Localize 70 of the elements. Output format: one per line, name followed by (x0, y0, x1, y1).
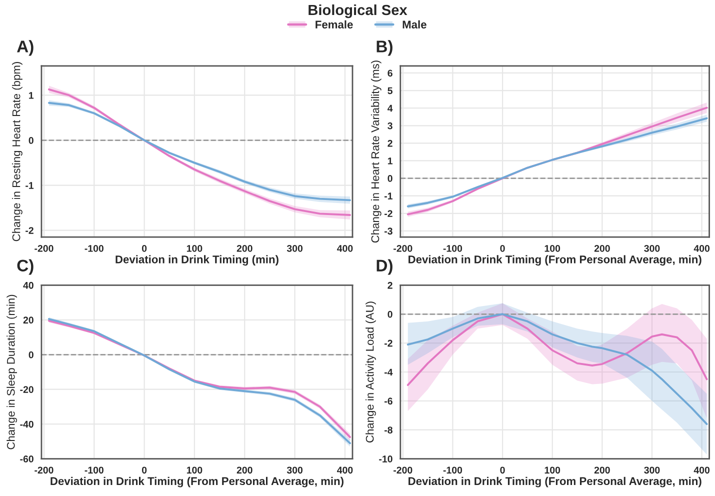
x-axis-title: Deviation in Drink Timing (From Personal Average, min) (408, 476, 702, 488)
y-tick-label: 1 (29, 92, 34, 99)
legend-label: Female (316, 20, 353, 28)
y-tick-label: -6 (384, 398, 392, 405)
legend-label: Male (402, 20, 426, 28)
x-tick-label: -100 (84, 466, 104, 474)
y-tick-label: -1 (26, 182, 34, 189)
x-tick-label: -200 (394, 466, 412, 474)
x-tick-label: 200 (594, 466, 610, 474)
y-tick-label: 0 (28, 137, 34, 144)
x-tick-label: 300 (286, 244, 303, 252)
x-tick-label: 200 (236, 466, 252, 474)
x-tick-label: -200 (394, 244, 412, 252)
y-tick-label: 0 (28, 351, 34, 358)
x-axis-title: Deviation in Drink Timing (min) (116, 255, 278, 266)
y-tick-label: -10 (379, 456, 392, 462)
x-tick-label: 400 (694, 244, 710, 252)
x-tick-label: 0 (142, 244, 147, 252)
y-tick-label: -2 (384, 210, 392, 217)
x-tick-label: -200 (34, 466, 54, 474)
x-tick-label: 200 (236, 244, 252, 252)
y-tick-label: -40 (20, 420, 34, 428)
y-tick-label: 0 (388, 175, 392, 182)
x-tick-label: 100 (186, 244, 202, 252)
legend-title: Biological Sex (308, 4, 408, 18)
x-tick-label: 300 (286, 466, 303, 474)
x-tick-label: 400 (337, 244, 353, 252)
x-tick-label: 100 (186, 466, 202, 474)
y-tick-label: 2 (388, 282, 392, 289)
y-tick-label: 3 (388, 122, 392, 130)
y-tick-label: -3 (384, 228, 392, 235)
chart-title: C) (17, 259, 34, 275)
y-tick-label: 6 (388, 70, 392, 77)
y-tick-label: 1 (388, 158, 392, 164)
x-axis-title: Deviation in Drink Timing (From Personal Average, min) (50, 476, 344, 488)
y-axis-title: Change in Resting Heart Rate (bpm) (12, 62, 22, 242)
x-tick-label: 0 (500, 244, 505, 252)
y-tick-label: -8 (384, 426, 392, 434)
x-tick-label: 0 (142, 466, 147, 474)
x-tick-label: -100 (84, 244, 104, 252)
y-tick-label: -2 (26, 227, 34, 234)
chart-title: A) (17, 40, 34, 56)
y-tick-label: -60 (20, 456, 34, 462)
x-tick-label: 300 (644, 244, 660, 252)
y-tick-label: 20 (23, 316, 34, 324)
x-tick-label: 400 (337, 466, 353, 474)
x-tick-label: -100 (443, 466, 462, 474)
y-tick-label: -2 (384, 340, 392, 347)
x-tick-label: 100 (544, 244, 560, 252)
x-tick-label: 300 (644, 466, 660, 474)
y-tick-label: 2 (388, 140, 392, 147)
y-tick-label: 40 (23, 282, 34, 289)
x-tick-label: 100 (544, 466, 560, 474)
y-tick-label: 4 (388, 104, 393, 112)
y-axis-title: Change in Heart Rate Variability (ms) (370, 60, 382, 243)
y-axis-title: Change in Sleep Duration (min) (6, 294, 18, 450)
y-tick-label: -4 (384, 368, 393, 376)
y-tick-label: 5 (388, 87, 392, 94)
x-tick-label: 400 (694, 466, 710, 474)
y-axis-title: Change in Activity Load (AU) (366, 302, 376, 442)
x-tick-label: -100 (443, 244, 462, 252)
y-tick-label: -20 (20, 386, 34, 393)
x-tick-label: 0 (500, 466, 505, 474)
x-tick-label: -200 (34, 244, 54, 252)
x-axis-title: Deviation in Drink Timing (From Personal Average, min) (408, 255, 702, 266)
x-tick-label: 200 (594, 244, 610, 252)
chart-title: D) (376, 259, 392, 275)
y-tick-label: 0 (388, 310, 392, 318)
chart-title: B) (376, 40, 392, 56)
y-tick-label: -1 (384, 192, 392, 200)
